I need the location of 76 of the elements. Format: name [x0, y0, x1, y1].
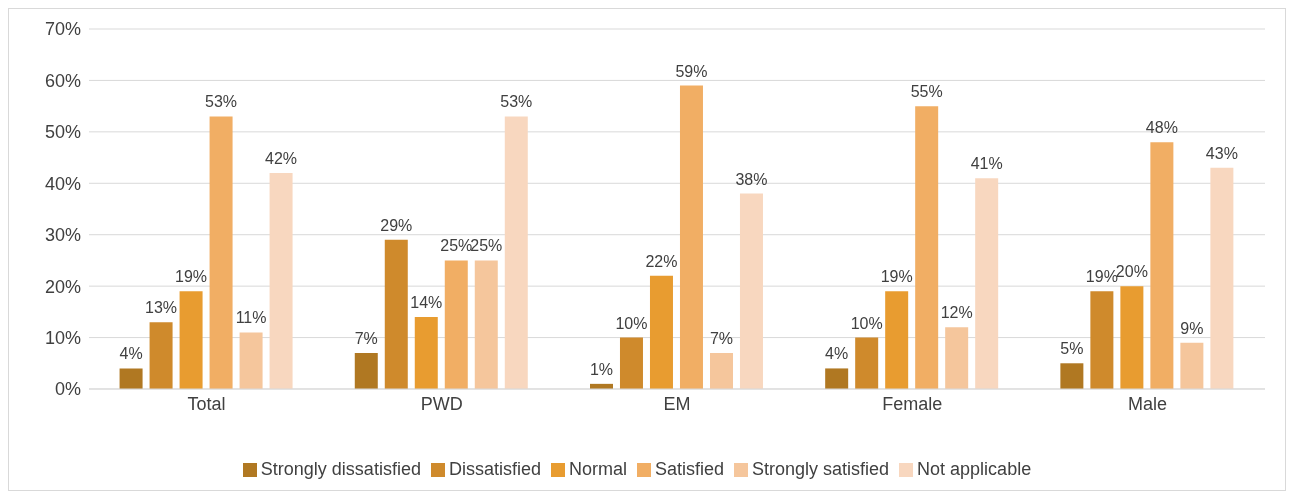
data-label: 48%: [1145, 119, 1178, 137]
bar: [209, 116, 233, 389]
bar: [239, 332, 263, 389]
data-label: 14%: [410, 294, 443, 311]
bar: [504, 116, 528, 389]
bar: [855, 337, 879, 389]
data-label: 41%: [970, 155, 1003, 173]
data-label: 13%: [145, 299, 178, 317]
data-label: 4%: [119, 345, 143, 363]
y-tick-label: 10%: [44, 327, 81, 348]
legend-label: Dissatisfied: [448, 459, 541, 479]
x-tick-label: Female: [882, 393, 943, 414]
data-label: 10%: [850, 314, 883, 332]
legend-label: Not applicable: [917, 459, 1032, 479]
bar: [119, 368, 143, 389]
y-tick-label: 50%: [44, 122, 81, 143]
bar: [149, 322, 173, 389]
bar: [1150, 142, 1174, 389]
bar: [1120, 286, 1144, 389]
bar: [1060, 363, 1084, 389]
bar: [679, 85, 703, 389]
bar: [619, 337, 643, 389]
bar: [1180, 342, 1204, 389]
y-tick-label: 20%: [44, 276, 81, 297]
legend-label: Satisfied: [654, 459, 724, 479]
data-label: 38%: [735, 170, 768, 188]
bar: [945, 327, 969, 389]
bar: [915, 106, 939, 389]
bar: [269, 173, 293, 389]
x-tick-label: Total: [187, 393, 226, 414]
bar: [354, 353, 378, 389]
data-label: 29%: [380, 216, 413, 234]
data-label: 4%: [825, 345, 849, 363]
legend-label: Strongly satisfied: [752, 459, 890, 479]
data-label: 53%: [500, 93, 533, 111]
data-label: 19%: [880, 268, 913, 286]
bar: [885, 291, 909, 389]
data-label: 5%: [1060, 340, 1084, 358]
legend-label: Normal: [568, 459, 627, 479]
data-label: 55%: [910, 83, 943, 101]
bar: [474, 260, 498, 389]
bar: [825, 368, 849, 389]
data-label: 12%: [940, 304, 973, 322]
x-tick-label: EM: [663, 393, 691, 414]
x-tick-label: Male: [1127, 393, 1167, 414]
bar: [384, 239, 408, 389]
bar: [1210, 167, 1234, 389]
legend-label: Strongly dissatisfied: [260, 459, 421, 479]
data-label: 43%: [1205, 144, 1238, 162]
y-tick-label: 40%: [44, 173, 81, 194]
bar: [414, 317, 438, 389]
y-tick-label: 0%: [54, 379, 81, 400]
data-label: 9%: [1180, 319, 1204, 337]
bar: [739, 193, 763, 389]
data-label: 7%: [709, 330, 734, 347]
data-label: 10%: [615, 314, 648, 332]
bar: [444, 260, 468, 389]
data-label: 53%: [205, 93, 238, 111]
data-label: 22%: [645, 252, 678, 270]
data-label: 7%: [354, 330, 378, 347]
data-label: 19%: [175, 268, 208, 286]
data-label: 42%: [265, 150, 298, 167]
bar: [975, 178, 999, 389]
data-label: 59%: [675, 62, 708, 80]
bar: [1090, 291, 1114, 389]
y-tick-label: 60%: [44, 70, 81, 91]
data-label: 25%: [470, 237, 503, 255]
x-tick-label: PWD: [420, 393, 463, 414]
y-tick-label: 30%: [44, 225, 81, 246]
y-tick-label: 70%: [44, 19, 81, 40]
data-label: 25%: [440, 237, 473, 255]
bar: [709, 353, 733, 389]
bar: [179, 291, 203, 389]
bar: [649, 275, 673, 389]
data-label: 11%: [235, 309, 267, 327]
data-label: 1%: [589, 360, 614, 378]
